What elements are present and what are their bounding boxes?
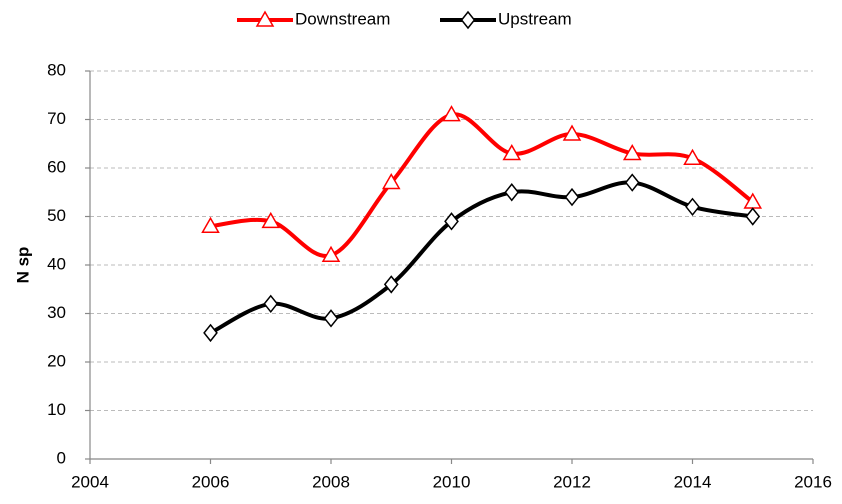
marker bbox=[685, 197, 700, 217]
y-tick-label: 50 bbox=[47, 206, 66, 225]
legend-label: Downstream bbox=[295, 9, 390, 28]
marker bbox=[201, 216, 220, 233]
x-tick-label: 2010 bbox=[433, 472, 471, 491]
marker bbox=[261, 211, 281, 229]
marker bbox=[622, 143, 642, 161]
legend-label: Upstream bbox=[498, 9, 572, 28]
marker bbox=[683, 148, 702, 166]
marker bbox=[323, 309, 339, 328]
marker bbox=[562, 124, 582, 141]
marker bbox=[203, 323, 218, 343]
series-line bbox=[209, 180, 754, 335]
marker bbox=[502, 143, 522, 161]
marker bbox=[321, 245, 341, 263]
x-tick-label: 2016 bbox=[794, 472, 832, 491]
y-tick-label: 10 bbox=[47, 400, 66, 419]
y-tick-label: 30 bbox=[47, 303, 66, 322]
marker bbox=[255, 10, 275, 27]
y-tick-label: 80 bbox=[47, 60, 66, 79]
series-line bbox=[210, 112, 754, 259]
y-tick-label: 0 bbox=[57, 448, 66, 467]
marker bbox=[263, 294, 279, 314]
marker bbox=[460, 10, 476, 30]
marker bbox=[383, 275, 399, 294]
x-tick-label: 2004 bbox=[71, 472, 109, 491]
y-tick-label: 60 bbox=[47, 157, 66, 176]
marker bbox=[444, 212, 459, 231]
x-tick-label: 2014 bbox=[674, 472, 712, 491]
y-tick-label: 70 bbox=[47, 109, 66, 128]
x-tick-label: 2012 bbox=[553, 472, 591, 491]
marker bbox=[381, 173, 401, 190]
marker bbox=[624, 173, 640, 192]
marker bbox=[504, 183, 520, 202]
y-axis-label: N sp bbox=[13, 247, 32, 284]
y-tick-label: 20 bbox=[47, 351, 66, 370]
x-tick-label: 2006 bbox=[192, 472, 230, 491]
y-tick-label: 40 bbox=[47, 254, 66, 273]
marker bbox=[745, 207, 761, 226]
marker bbox=[564, 187, 580, 207]
x-tick-label: 2008 bbox=[312, 472, 350, 491]
marker bbox=[442, 105, 461, 122]
